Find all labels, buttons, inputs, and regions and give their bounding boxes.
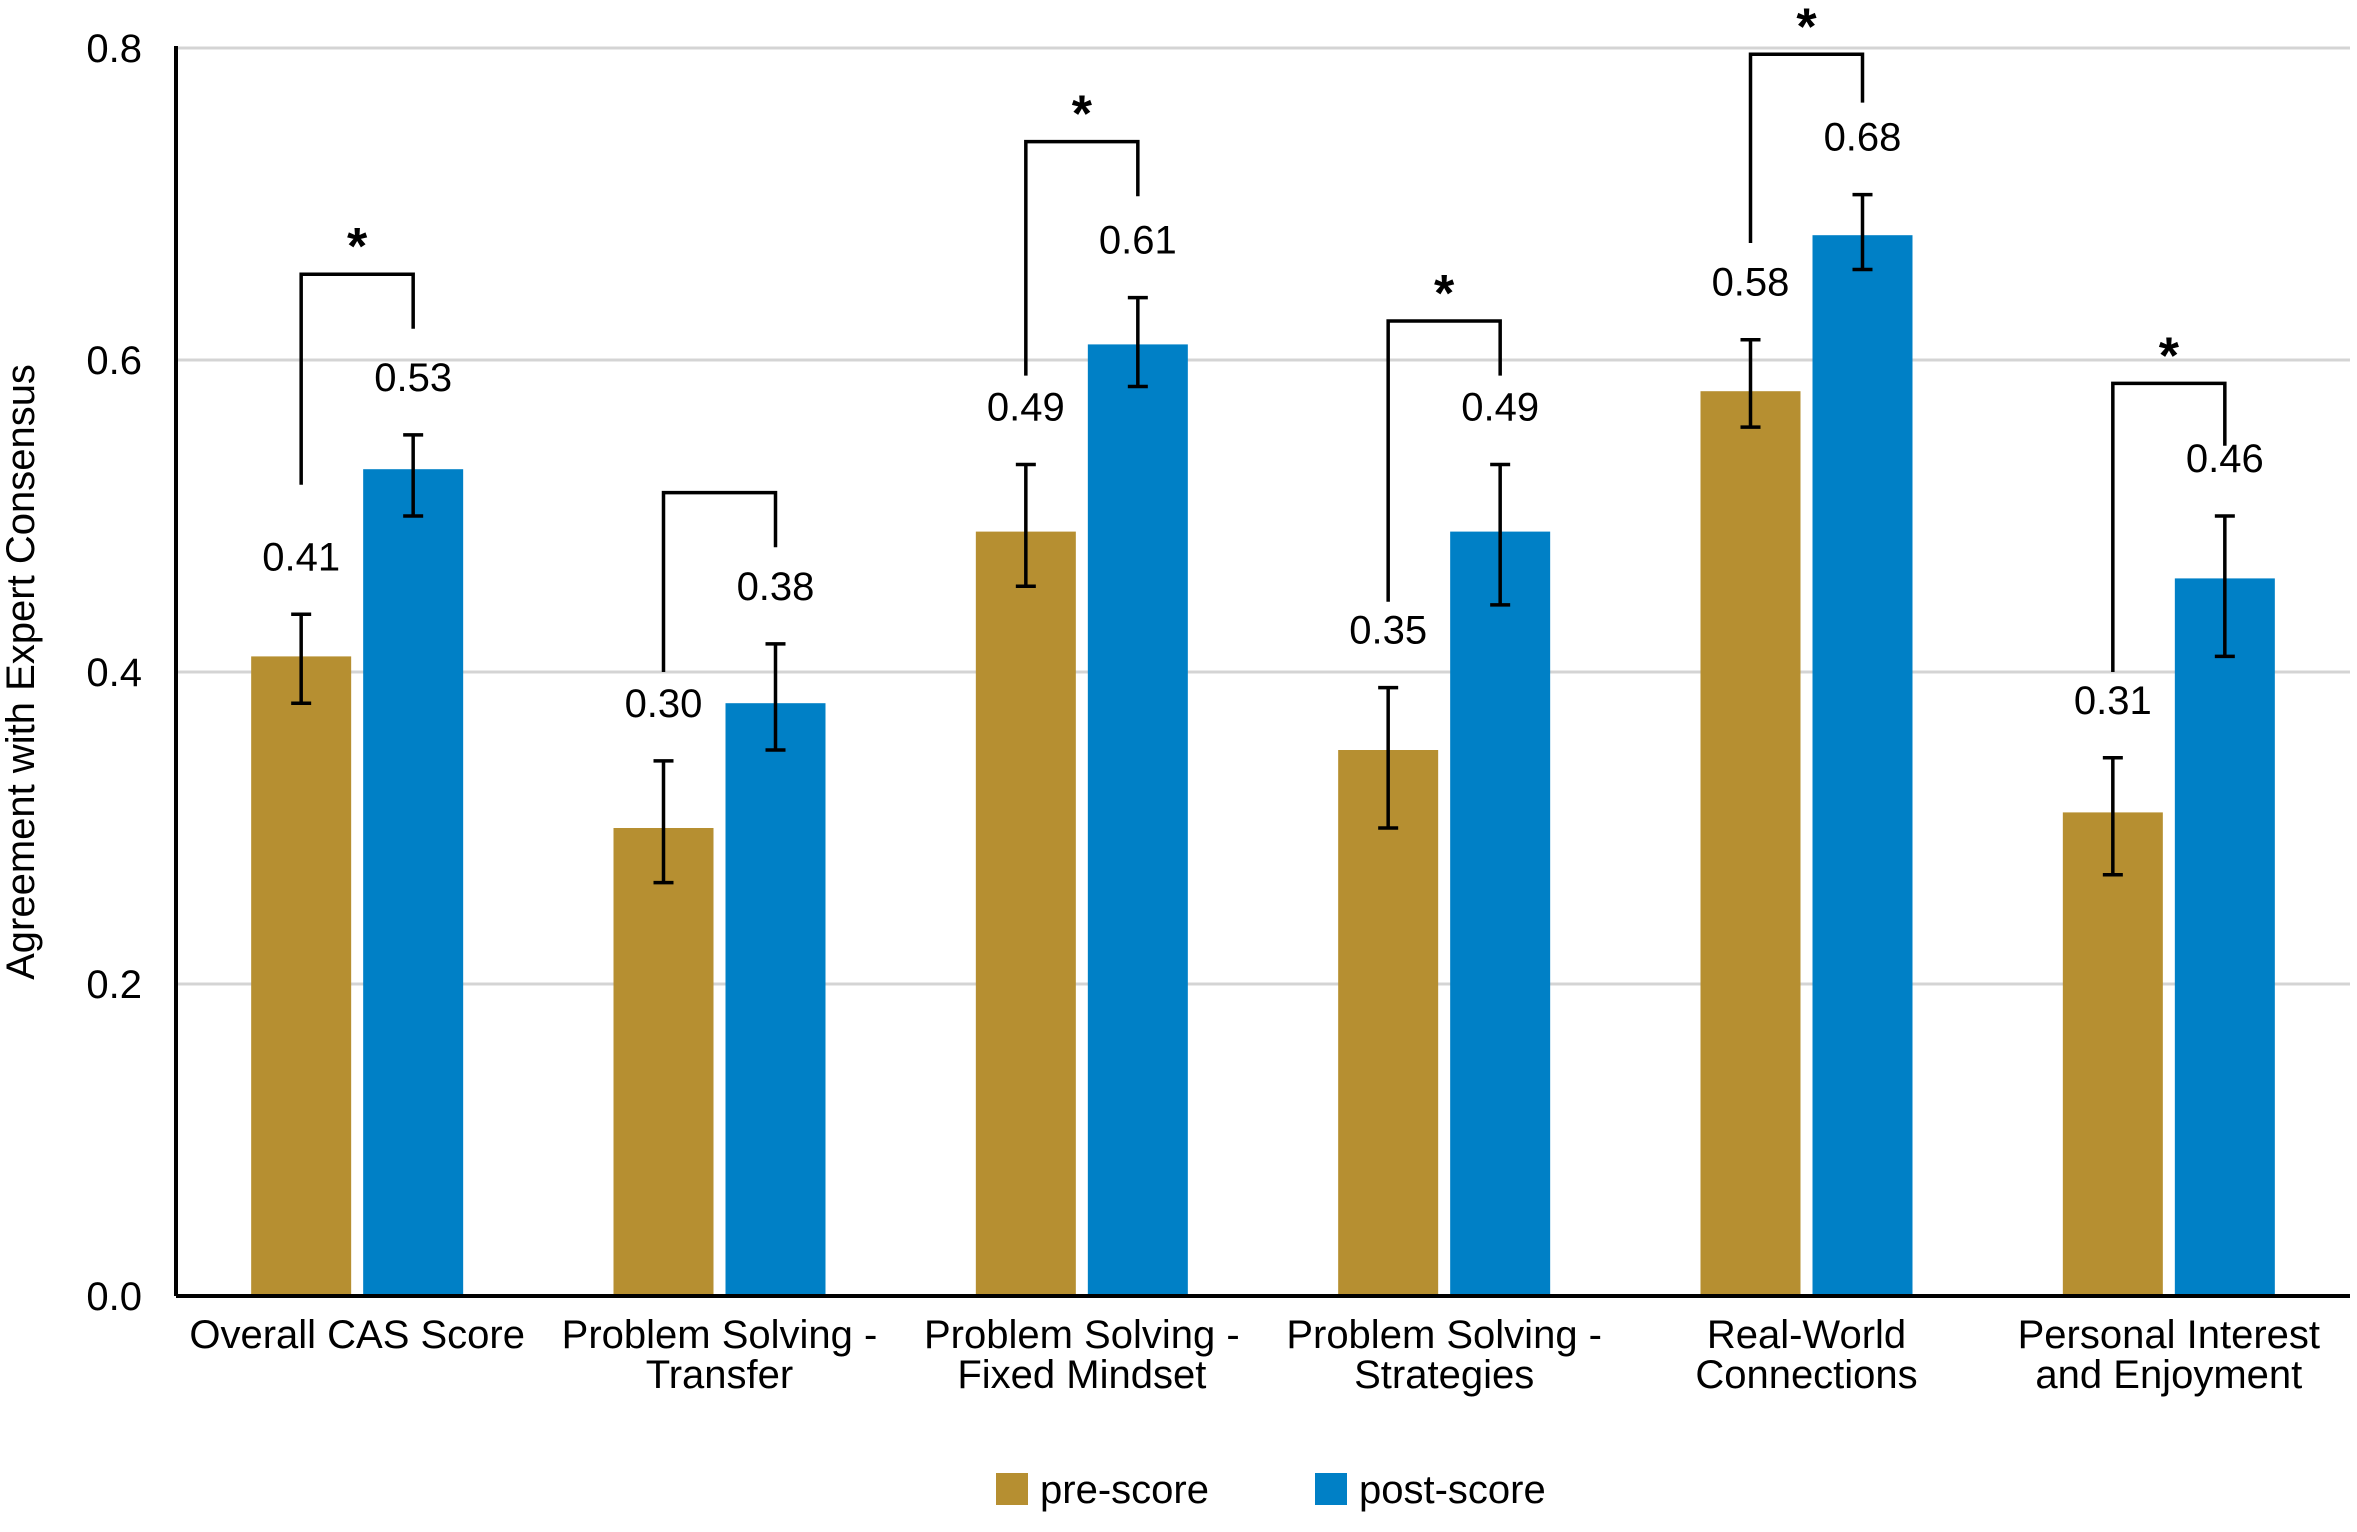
x-category-label: Real-World — [1707, 1313, 1906, 1357]
y-tick-label: 0.4 — [86, 651, 142, 695]
x-category-label: Transfer — [646, 1353, 793, 1397]
significance-bracket — [661, 490, 778, 672]
significance-star: * — [1434, 265, 1455, 323]
post-score-legend-swatch — [1315, 1473, 1347, 1505]
pre-score-bar — [251, 656, 352, 1296]
significance-star: * — [347, 218, 368, 276]
pre-score-legend-swatch — [996, 1473, 1028, 1505]
pre-score-value-label: 0.58 — [1712, 261, 1790, 305]
post-score-value-label: 0.68 — [1824, 116, 1902, 160]
axes: 0.0 0.2 0.4 0.6 0.8 Agreement with Expert Con… — [0, 27, 2350, 1397]
gridlines — [176, 46, 2350, 986]
pre-score-bar — [1338, 750, 1439, 1296]
x-category-label: and Enjoyment — [2035, 1353, 2302, 1397]
pre-score-bar — [1700, 391, 1801, 1296]
post-score-value-label: 0.38 — [737, 565, 815, 609]
x-category-label: Overall CAS Score — [189, 1313, 525, 1357]
significance-brackets: * * * * * — [299, 0, 2227, 672]
pre-score-legend-label: pre-score — [1040, 1468, 1209, 1512]
pre-score-value-label: 0.41 — [262, 535, 340, 579]
pre-score-value-label: 0.30 — [625, 682, 703, 726]
pre-score-value-label: 0.31 — [2074, 679, 2152, 723]
post-score-bar — [1812, 235, 1913, 1297]
post-score-bar — [2174, 578, 2275, 1296]
x-category-label: Strategies — [1354, 1353, 1534, 1397]
post-score-bar — [363, 469, 464, 1296]
post-score-value-label: 0.46 — [2186, 437, 2264, 481]
post-score-legend-label: post-score — [1359, 1468, 1546, 1512]
significance-star: * — [1796, 0, 1817, 56]
post-score-bar — [1087, 344, 1188, 1296]
post-score-bar — [1450, 531, 1551, 1296]
legend: pre-score post-score — [996, 1468, 1546, 1512]
x-category-label: Problem Solving - — [562, 1313, 878, 1357]
significance-bracket — [299, 272, 415, 485]
significance-star: * — [2159, 327, 2180, 385]
post-score-value-label: 0.61 — [1099, 219, 1177, 263]
significance-bracket — [1748, 52, 1865, 243]
y-axis-title: Agreement with Expert Consensus — [0, 364, 43, 980]
x-category-label: Problem Solving - — [1286, 1313, 1602, 1357]
y-tick-label: 0.2 — [86, 963, 142, 1007]
post-score-value-label: 0.49 — [1461, 386, 1539, 430]
error-bars — [291, 192, 2235, 885]
significance-star: * — [1072, 86, 1093, 144]
bars — [251, 235, 2275, 1297]
post-score-bar — [725, 703, 826, 1296]
x-category-label: Problem Solving - — [924, 1313, 1240, 1357]
pre-score-value-label: 0.49 — [987, 386, 1065, 430]
x-category-label: Fixed Mindset — [957, 1353, 1206, 1397]
data-labels: 0.41 0.53 0.30 0.38 0.49 0.61 0.35 0.49 0.58 0.68… — [262, 116, 2264, 726]
pre-score-bar — [613, 828, 714, 1296]
significance-bracket — [2111, 381, 2227, 672]
post-score-value-label: 0.53 — [374, 356, 452, 400]
pre-score-bar — [975, 531, 1076, 1296]
significance-bracket — [1024, 139, 1140, 376]
x-category-label: Personal Interest — [2018, 1313, 2320, 1357]
y-tick-label: 0.8 — [86, 27, 142, 71]
pre-score-value-label: 0.35 — [1349, 609, 1427, 653]
y-tick-label: 0.0 — [86, 1275, 142, 1319]
x-category-label: Connections — [1695, 1353, 1917, 1397]
pre-score-bar — [2062, 812, 2163, 1296]
significance-bracket — [1386, 319, 1502, 602]
y-tick-label: 0.6 — [86, 339, 142, 383]
